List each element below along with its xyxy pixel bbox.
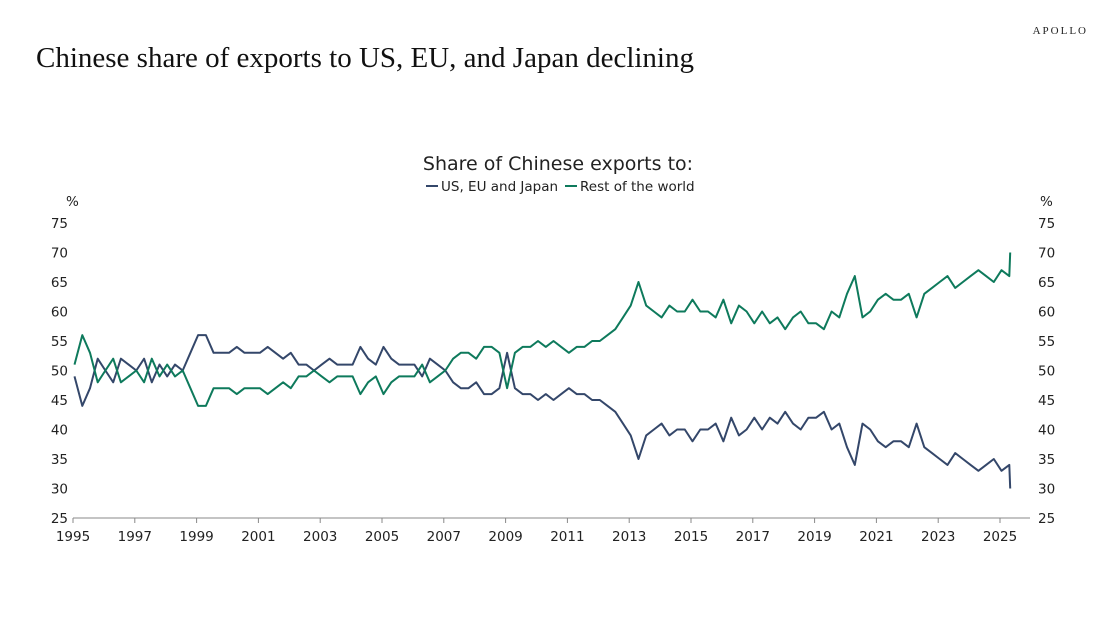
- series-line-us-eu-japan: [73, 334, 1012, 489]
- y-tick-label-left: 50: [51, 364, 68, 380]
- brand-logo: APOLLO: [1032, 25, 1088, 37]
- y-tick-label-right: 40: [1038, 423, 1055, 439]
- y-tick-label-left: 30: [51, 482, 68, 498]
- x-tick-label: 1995: [56, 529, 90, 545]
- x-tick-label: 2011: [550, 529, 584, 545]
- chart-title: Share of Chinese exports to:: [423, 153, 693, 175]
- y-tick-label-right: 35: [1038, 452, 1055, 468]
- y-tick-label-right: 55: [1038, 334, 1055, 350]
- page-title: Chinese share of exports to US, EU, and …: [36, 42, 694, 74]
- x-tick-label: 2025: [983, 529, 1017, 545]
- x-tick-label: 2023: [921, 529, 955, 545]
- x-tick-label: 2005: [365, 529, 399, 545]
- y-axis-right-unit: %: [1040, 194, 1053, 210]
- y-tick-label-left: 40: [51, 423, 68, 439]
- y-tick-label-left: 60: [51, 305, 68, 321]
- y-tick-label-left: 70: [51, 246, 68, 262]
- x-tick-label: 2001: [241, 529, 275, 545]
- y-tick-label-right: 75: [1038, 216, 1055, 232]
- x-tick-label: 1999: [179, 529, 213, 545]
- x-tick-label: 2017: [736, 529, 770, 545]
- y-axis-left-unit: %: [66, 194, 79, 210]
- y-tick-label-right: 30: [1038, 482, 1055, 498]
- x-tick-label: 2015: [674, 529, 708, 545]
- x-tick-label: 2009: [488, 529, 522, 545]
- y-tick-label-right: 25: [1038, 511, 1055, 527]
- legend-label: US, EU and Japan: [441, 179, 558, 195]
- y-tick-label-left: 25: [51, 511, 68, 527]
- x-tick-label: 2019: [797, 529, 831, 545]
- legend-label: Rest of the world: [580, 179, 695, 195]
- x-tick-label: 2003: [303, 529, 337, 545]
- y-tick-label-left: 75: [51, 216, 68, 232]
- y-tick-label-right: 65: [1038, 275, 1055, 291]
- y-tick-label-right: 50: [1038, 364, 1055, 380]
- series-line-rest-of-world: [73, 252, 1012, 407]
- y-tick-label-left: 55: [51, 334, 68, 350]
- y-tick-label-right: 60: [1038, 305, 1055, 321]
- y-tick-label-left: 65: [51, 275, 68, 291]
- y-tick-label-left: 45: [51, 393, 68, 409]
- y-tick-label-left: 35: [51, 452, 68, 468]
- x-tick-label: 1997: [118, 529, 152, 545]
- y-tick-label-right: 70: [1038, 246, 1055, 262]
- x-tick-label: 2013: [612, 529, 646, 545]
- x-tick-label: 2021: [859, 529, 893, 545]
- legend: US, EU and Japan Rest of the world: [426, 179, 695, 195]
- x-tick-label: 2007: [427, 529, 461, 545]
- y-tick-label-right: 45: [1038, 393, 1055, 409]
